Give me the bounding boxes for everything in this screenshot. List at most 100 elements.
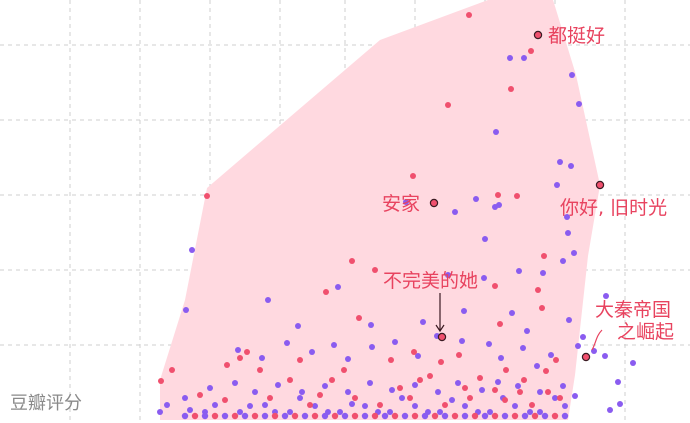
data-point-base [261, 412, 269, 420]
data-point-base [371, 412, 379, 420]
data-point-purple [498, 355, 504, 361]
data-point-base [301, 412, 309, 420]
data-point-purple [630, 360, 636, 366]
data-point-purple [265, 297, 271, 303]
data-point-purple [473, 196, 479, 202]
data-point-pink [377, 402, 383, 408]
data-point-pink [307, 402, 313, 408]
data-point-purple [207, 385, 213, 391]
data-point-pink [503, 367, 509, 373]
data-point-base [241, 412, 249, 420]
data-point-purple [189, 247, 195, 253]
data-point-pink [466, 12, 472, 18]
data-point-base [181, 412, 189, 420]
data-point-base [551, 412, 559, 420]
data-point-pink [497, 321, 503, 327]
data-point-base [391, 412, 399, 420]
label-bu-wan-mei-de-ta: 不完美的她 [383, 270, 478, 292]
data-point-pink [287, 377, 293, 383]
pink-series-hull [160, 0, 600, 420]
data-point-pink [467, 395, 473, 401]
data-point-purple [164, 402, 170, 408]
data-point-pink [267, 395, 273, 401]
data-point-base [291, 412, 299, 420]
data-point-pink [349, 258, 355, 264]
data-point-purple [566, 317, 572, 323]
data-point-pink [528, 48, 534, 54]
data-point-base [201, 412, 209, 420]
data-point-purple [182, 395, 188, 401]
data-point-purple [512, 403, 518, 409]
data-point-purple [349, 401, 355, 407]
data-point-pink [323, 289, 329, 295]
data-point-pink [445, 102, 451, 108]
data-point-purple [445, 272, 451, 278]
highlighted-point [581, 352, 591, 362]
data-point-purple [565, 230, 571, 236]
data-point-purple [548, 352, 554, 358]
data-point-base [341, 412, 349, 420]
data-point-pink [539, 305, 545, 311]
data-point-base [461, 412, 469, 420]
data-point-pink [438, 359, 444, 365]
data-point-pink [222, 397, 228, 403]
data-point-pink [508, 86, 514, 92]
data-point-pink [417, 377, 423, 383]
data-point-purple [262, 402, 268, 408]
data-point-purple [461, 308, 467, 314]
data-point-base [511, 412, 519, 420]
data-point-base [471, 412, 479, 420]
data-point-base [531, 412, 539, 420]
data-point-pink [427, 373, 433, 379]
data-point-pink [545, 389, 551, 395]
data-point-pink [297, 357, 303, 363]
data-point-purple [459, 338, 465, 344]
data-point-purple [392, 339, 398, 345]
axis-label: 豆瓣评分 [10, 393, 82, 414]
data-point-purple [562, 403, 568, 409]
data-point-base [541, 412, 549, 420]
data-point-purple [345, 389, 351, 395]
data-point-pink [543, 368, 549, 374]
data-point-base [331, 412, 339, 420]
data-point-purple [337, 409, 343, 415]
data-point-pink [492, 387, 498, 393]
data-point-purple [607, 407, 613, 413]
data-point-purple [452, 209, 458, 215]
data-point-pink [521, 377, 527, 383]
data-point-base [501, 412, 509, 420]
data-point-purple [479, 387, 485, 393]
data-point-purple [312, 403, 318, 409]
data-point-pink [411, 349, 417, 355]
data-point-purple [389, 387, 395, 393]
data-point-purple [540, 270, 546, 276]
data-point-purple [420, 319, 426, 325]
data-point-purple [367, 380, 373, 386]
data-point-purple [569, 72, 575, 78]
data-point-purple [516, 268, 522, 274]
data-point-purple [252, 389, 258, 395]
data-point-purple [449, 397, 455, 403]
data-point-purple [537, 389, 543, 395]
data-point-purple [509, 310, 515, 316]
data-point-pink [492, 283, 498, 289]
data-point-purple [462, 403, 468, 409]
data-point-purple [552, 395, 558, 401]
data-point-pink [502, 397, 508, 403]
data-point-pink [514, 193, 520, 199]
data-point-pink [541, 253, 547, 259]
data-point-purple [524, 328, 530, 334]
data-point-purple [275, 382, 281, 388]
data-point-pink [442, 402, 448, 408]
data-point-base [491, 412, 499, 420]
data-point-purple [521, 55, 527, 61]
data-point-purple [571, 250, 577, 256]
data-point-pink [462, 385, 468, 391]
data-point-purple [568, 163, 574, 169]
data-point-pink [456, 352, 462, 358]
highlighted-points [429, 30, 605, 362]
data-point-purple [299, 389, 305, 395]
data-point-base [481, 412, 489, 420]
data-point-purple [362, 403, 368, 409]
